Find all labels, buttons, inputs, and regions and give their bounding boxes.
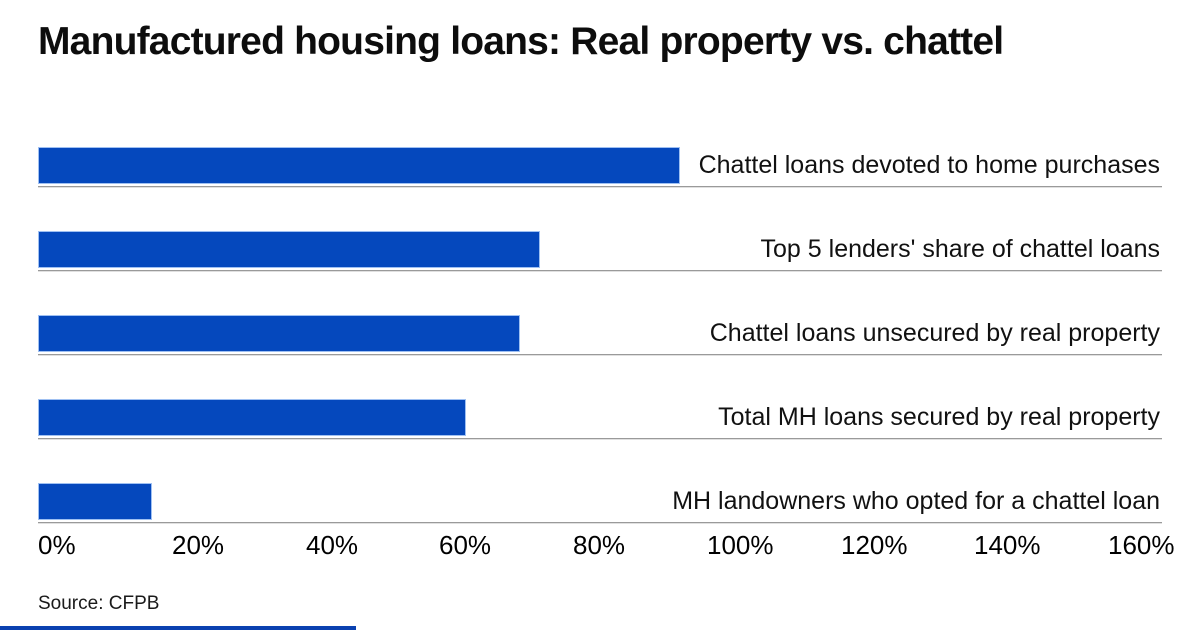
row-separator-line [38,186,1162,188]
bar-row: Top 5 lenders' share of chattel loans [38,229,1162,313]
x-axis-tick: 0% [38,530,76,560]
bar-row: Chattel loans unsecured by real property [38,313,1162,397]
bar-row: Chattel loans devoted to home purchases [38,145,1162,229]
bar [38,483,152,520]
x-axis-tick: 80% [573,530,626,560]
bar-chart-plot: Chattel loans devoted to home purchases … [38,145,1162,565]
x-axis-tick: 20% [172,530,225,560]
bar-label: Chattel loans unsecured by real property [709,319,1160,347]
bar-label: Top 5 lenders' share of chattel loans [760,235,1160,263]
bar [38,399,466,436]
row-separator-line [38,270,1162,272]
bar-label: Total MH loans secured by real property [718,403,1160,431]
chart-title: Manufactured housing loans: Real propert… [38,20,1004,63]
bar-row: Total MH loans secured by real property [38,397,1162,481]
bottom-accent-bar [0,626,356,630]
bar [38,231,540,268]
bar-row: MH landowners who opted for a chattel lo… [38,481,1162,565]
x-axis-tick: 160% [1108,530,1175,560]
row-separator-line [38,354,1162,356]
bar-label: Chattel loans devoted to home purchases [698,151,1160,179]
row-separator-line [38,522,1162,524]
bar-label: MH landowners who opted for a chattel lo… [672,487,1160,515]
x-axis-tick: 120% [841,530,908,560]
x-axis-tick: 60% [439,530,492,560]
bar [38,315,520,352]
bar [38,147,680,184]
x-axis-tick: 100% [707,530,774,560]
x-axis: 0% 20% 40% 60% 80% 100% 120% 140% 160% [0,530,1200,564]
source-attribution: Source: CFPB [38,593,160,614]
x-axis-tick: 140% [974,530,1041,560]
x-axis-tick: 40% [306,530,359,560]
row-separator-line [38,438,1162,440]
